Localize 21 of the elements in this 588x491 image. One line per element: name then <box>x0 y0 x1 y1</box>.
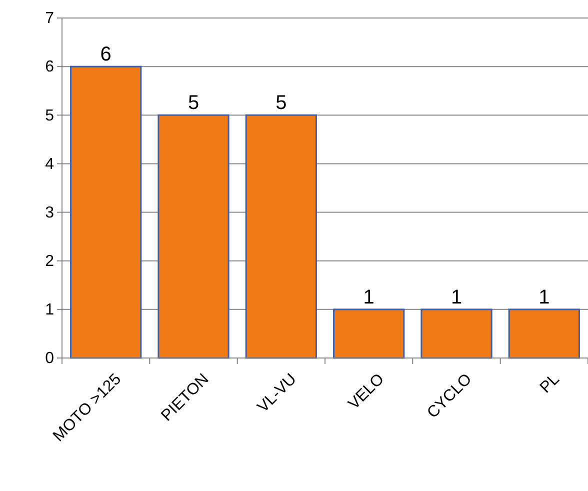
y-tick-label: 7 <box>45 10 54 28</box>
y-tick-label: 6 <box>45 58 54 76</box>
data-label: 5 <box>276 92 287 114</box>
bar <box>70 66 142 359</box>
data-label: 1 <box>363 286 374 308</box>
data-label: 6 <box>100 44 112 66</box>
y-tick-label: 5 <box>45 107 54 124</box>
data-label: 5 <box>188 92 200 114</box>
data-label: 1 <box>450 286 462 308</box>
y-tick-label: 1 <box>45 302 54 319</box>
y-tick-label: 4 <box>45 156 54 173</box>
bar <box>158 114 230 359</box>
bar <box>508 308 580 359</box>
y-tick-label: 0 <box>45 350 54 368</box>
y-tick-label: 2 <box>45 252 54 270</box>
data-label: 1 <box>538 286 550 308</box>
bar <box>420 308 492 359</box>
bar <box>333 308 405 359</box>
x-tick-label: PL <box>537 370 563 397</box>
y-tick-label: 3 <box>45 204 54 222</box>
bar <box>245 114 317 359</box>
